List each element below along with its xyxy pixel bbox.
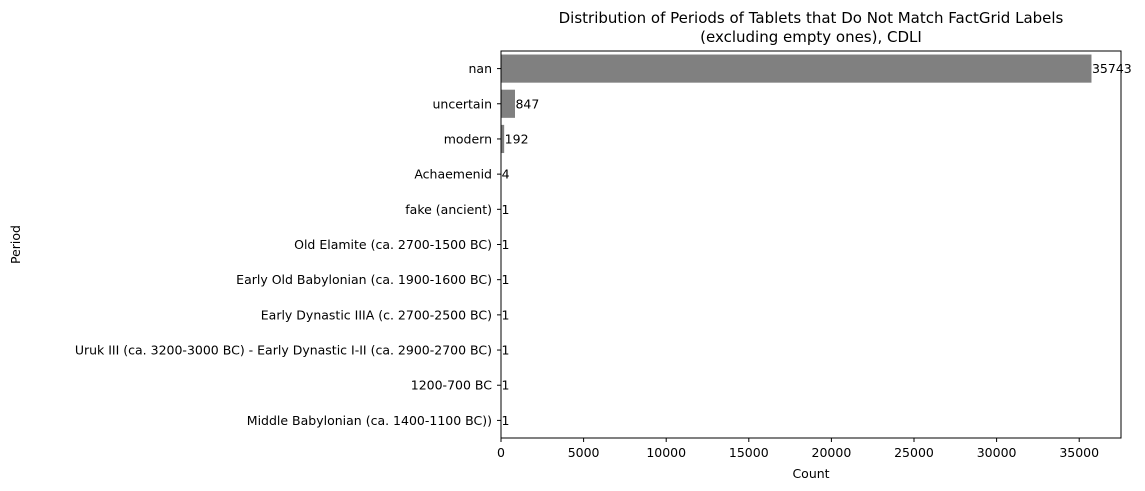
y-tick-label: Middle Babylonian (ca. 1400-1100 BC)) [247,413,492,428]
x-tick-label: 10000 [646,445,686,460]
data-label: 35743 [1092,61,1132,76]
chart-title-line: Distribution of Periods of Tablets that … [559,9,1064,27]
x-tick-label: 15000 [729,445,769,460]
chart-title: Distribution of Periods of Tablets that … [559,9,1064,46]
data-label: 1 [502,378,510,393]
x-axis-label: Count [792,466,829,481]
data-label: 192 [505,131,529,146]
plot-area-frame [500,50,1122,439]
bar [501,89,515,118]
bars [501,54,1092,435]
y-tick-label: Early Old Babylonian (ca. 1900-1600 BC) [236,272,492,287]
x-axis-ticks: 0 5000 10000 15000 20000 25000 30000 35000 [497,438,1099,460]
y-tick-label: 1200-700 BC [411,378,493,393]
y-tick-label: modern [444,131,492,146]
data-label: 4 [502,167,510,182]
chart-title-line: (excluding empty ones), CDLI [700,28,922,46]
data-label: 1 [502,343,510,358]
data-label: 1 [502,272,510,287]
y-tick-label: Achaemenid [414,167,492,182]
y-tick-label: Uruk III (ca. 3200-3000 BC) - Early Dyna… [75,343,492,358]
y-axis-ticks: nan uncertain modern Achaemenid fake (ancien… [75,61,501,428]
y-tick-label: uncertain [432,96,492,111]
bar [501,124,505,154]
x-tick-label: 20000 [812,445,852,460]
data-label: 1 [502,413,510,428]
data-label: 1 [502,237,510,252]
y-axis-label: Period [8,225,23,264]
x-tick-label: 0 [497,445,505,460]
bar [501,54,1092,83]
y-tick-label: fake (ancient) [405,202,492,217]
data-label: 1 [502,202,510,217]
y-tick-label: Old Elamite (ca. 2700-1500 BC) [294,237,492,252]
y-tick-label: Early Dynastic IIIA (c. 2700-2500 BC) [261,307,492,322]
data-label: 1 [502,307,510,322]
data-label: 847 [515,96,539,111]
data-labels: 35743 847 192 4 1 1 1 1 1 1 1 [502,61,1132,428]
x-tick-label: 5000 [568,445,600,460]
x-tick-label: 25000 [894,445,934,460]
x-tick-label: 35000 [1059,445,1099,460]
y-tick-label: nan [468,61,492,76]
x-tick-label: 30000 [977,445,1017,460]
